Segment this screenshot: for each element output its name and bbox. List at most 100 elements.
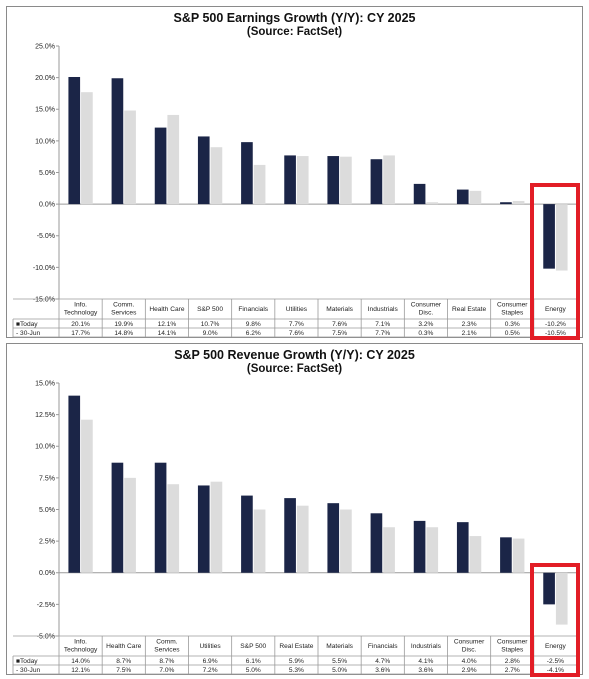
table-value-30-jun: -4.1% bbox=[547, 667, 564, 674]
table-value-30-jun: 3.6% bbox=[375, 667, 390, 674]
y-tick-label: 0.0% bbox=[39, 570, 55, 577]
bar-30-jun bbox=[81, 92, 93, 205]
category-label: S&P 500 bbox=[240, 643, 266, 650]
category-label: Services bbox=[154, 647, 180, 654]
y-tick-label: 2.5% bbox=[39, 539, 55, 546]
category-label: Utilities bbox=[199, 643, 221, 650]
legend-today: ■Today bbox=[16, 658, 38, 665]
bar-30-jun bbox=[555, 572, 568, 625]
bar-today bbox=[111, 78, 124, 205]
bar-30-jun bbox=[469, 536, 482, 573]
table-value-30-jun: 17.7% bbox=[71, 330, 90, 337]
table-value-30-jun: 5.3% bbox=[289, 667, 304, 674]
y-tick-label: 7.5% bbox=[39, 475, 55, 482]
chart-title: S&P 500 Revenue Growth (Y/Y): CY 2025 bbox=[174, 348, 415, 362]
bar-today bbox=[327, 156, 340, 205]
table-value-today: 7.7% bbox=[289, 321, 304, 328]
bar-today bbox=[68, 395, 81, 573]
bar-today bbox=[241, 142, 253, 205]
category-label: Services bbox=[111, 310, 137, 317]
table-value-today: 8.7% bbox=[159, 658, 174, 665]
table-value-today: 14.0% bbox=[71, 658, 90, 665]
bar-today bbox=[154, 127, 167, 205]
category-label: Disc. bbox=[419, 310, 434, 317]
bar-today bbox=[284, 498, 296, 573]
table-value-30-jun: 6.2% bbox=[246, 330, 261, 337]
table-value-today: 12.1% bbox=[158, 321, 177, 328]
y-tick-label: 25.0% bbox=[35, 43, 55, 50]
table-value-30-jun: 5.0% bbox=[246, 667, 261, 674]
bar-30-jun bbox=[253, 509, 266, 573]
bar-today bbox=[111, 462, 124, 573]
table-value-today: 2.3% bbox=[462, 321, 477, 328]
legend-30-jun: - 30-Jun bbox=[16, 330, 41, 337]
category-label: Info. bbox=[74, 302, 87, 309]
table-value-30-jun: 7.5% bbox=[116, 667, 131, 674]
category-label: Financials bbox=[238, 306, 268, 313]
chart-title: S&P 500 Earnings Growth (Y/Y): CY 2025 bbox=[173, 11, 416, 25]
bar-30-jun bbox=[296, 156, 309, 205]
table-value-30-jun: 7.2% bbox=[203, 667, 218, 674]
chart-subtitle: (Source: FactSet) bbox=[246, 363, 343, 375]
category-label: Consumer bbox=[497, 639, 528, 646]
y-tick-label: 12.5% bbox=[35, 412, 55, 419]
table-value-30-jun: 7.0% bbox=[159, 667, 174, 674]
legend-today: ■Today bbox=[16, 321, 38, 328]
table-value-30-jun: 5.0% bbox=[332, 667, 347, 674]
category-label: Comm. bbox=[156, 639, 177, 646]
y-tick-label: -5.0% bbox=[37, 233, 55, 240]
table-value-today: 7.6% bbox=[332, 321, 347, 328]
category-label: Staples bbox=[501, 310, 524, 317]
table-value-today: 3.2% bbox=[418, 321, 433, 328]
table-value-today: 8.7% bbox=[116, 658, 131, 665]
category-label: Financials bbox=[368, 643, 398, 650]
bar-today bbox=[197, 485, 210, 573]
bar-today bbox=[413, 520, 426, 573]
revenue-growth-chart: S&P 500 Revenue Growth (Y/Y): CY 2025 (S… bbox=[6, 343, 583, 677]
bar-30-jun bbox=[383, 527, 395, 573]
y-tick-label: 10.0% bbox=[35, 444, 55, 451]
chart-subtitle: (Source: FactSet) bbox=[246, 26, 343, 38]
bar-30-jun bbox=[512, 200, 525, 205]
y-tick-label: -5.0% bbox=[37, 633, 55, 640]
bar-30-jun bbox=[340, 156, 352, 205]
bar-today bbox=[413, 183, 426, 205]
bar-today bbox=[370, 513, 383, 573]
bar-30-jun bbox=[426, 202, 439, 205]
category-label: Industrials bbox=[368, 306, 399, 313]
bar-30-jun bbox=[296, 505, 309, 573]
bar-30-jun bbox=[426, 527, 439, 573]
category-label: Industrials bbox=[411, 643, 442, 650]
bar-today bbox=[327, 503, 340, 573]
bar-today bbox=[543, 572, 555, 605]
table-value-30-jun: 3.6% bbox=[418, 667, 433, 674]
table-value-today: 2.8% bbox=[505, 658, 520, 665]
category-label: Energy bbox=[545, 306, 567, 313]
table-value-today: 19.9% bbox=[114, 321, 133, 328]
category-label: Health Care bbox=[149, 306, 185, 313]
y-tick-label: -15.0% bbox=[33, 296, 55, 303]
table-value-today: 9.8% bbox=[246, 321, 261, 328]
energy-highlight-box bbox=[529, 183, 580, 340]
table-value-30-jun: 2.7% bbox=[505, 667, 520, 674]
category-label: Consumer bbox=[454, 639, 485, 646]
table-value-today: 6.9% bbox=[203, 658, 218, 665]
category-label: S&P 500 bbox=[197, 306, 223, 313]
table-value-30-jun: 12.1% bbox=[71, 667, 90, 674]
table-value-30-jun: 0.5% bbox=[505, 330, 520, 337]
bar-30-jun bbox=[210, 481, 223, 573]
bar-30-jun bbox=[124, 110, 136, 205]
bar-today bbox=[154, 462, 167, 573]
y-tick-label: 20.0% bbox=[35, 75, 55, 82]
table-value-30-jun: 7.7% bbox=[375, 330, 390, 337]
legend-30-jun: - 30-Jun bbox=[16, 667, 41, 674]
y-tick-label: 5.0% bbox=[39, 507, 55, 514]
bar-today bbox=[68, 76, 81, 205]
category-label: Health Care bbox=[106, 643, 142, 650]
table-value-30-jun: 14.1% bbox=[158, 330, 177, 337]
category-label: Materials bbox=[326, 643, 353, 650]
table-value-today: 6.1% bbox=[246, 658, 261, 665]
bar-30-jun bbox=[340, 509, 352, 573]
bar-today bbox=[197, 136, 210, 205]
bar-today bbox=[543, 204, 555, 269]
